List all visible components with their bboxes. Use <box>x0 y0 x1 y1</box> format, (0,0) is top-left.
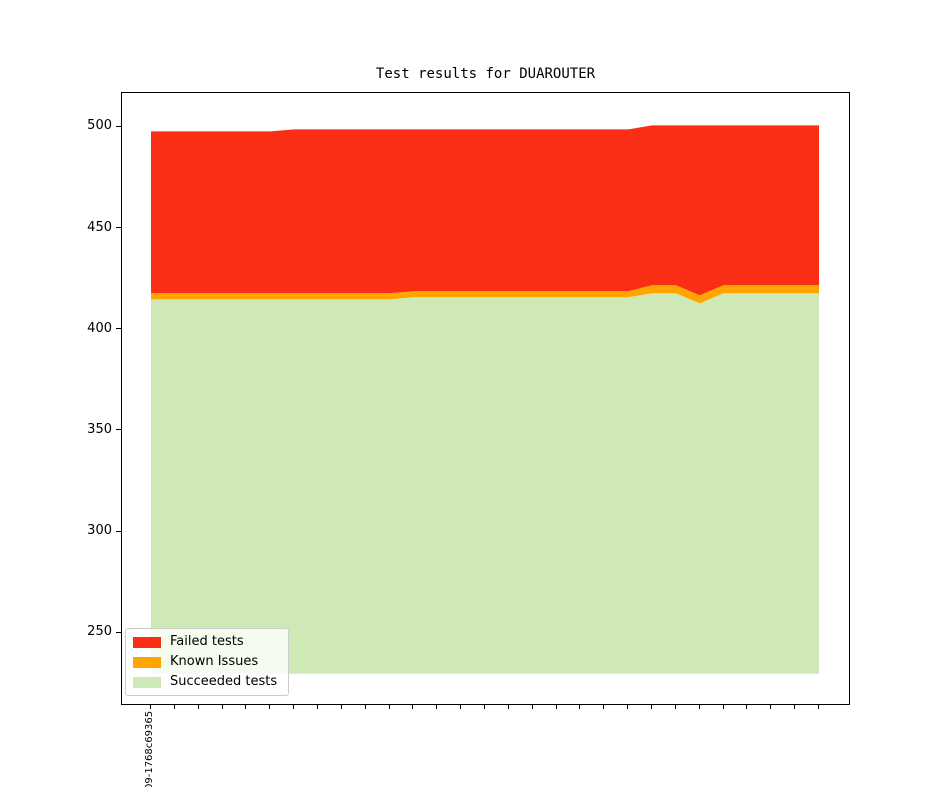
x-tick <box>555 704 557 709</box>
legend-label: Succeeded tests <box>170 674 278 689</box>
x-tick <box>173 704 175 709</box>
x-tick <box>579 704 581 709</box>
chart-title: Test results for DUAROUTER <box>375 66 596 82</box>
stacked-area-plot <box>151 125 819 674</box>
x-tick <box>698 704 700 709</box>
x-tick <box>627 704 629 709</box>
y-tick-label: 350 <box>87 421 112 437</box>
x-axis-first-tick-label: 09-1768c69365 <box>144 710 155 787</box>
x-tick <box>150 704 151 709</box>
x-tick <box>507 704 509 709</box>
legend-label: Known Issues <box>170 654 259 669</box>
x-tick <box>484 704 485 709</box>
y-tick <box>116 125 121 127</box>
x-tick <box>340 704 342 709</box>
y-tick-label: 500 <box>87 118 112 134</box>
x-tick <box>221 704 223 709</box>
x-tick <box>245 704 247 709</box>
x-tick <box>674 704 676 709</box>
known-issues-swatch <box>133 656 161 668</box>
x-tick <box>293 704 295 709</box>
x-tick <box>436 704 438 709</box>
x-tick <box>317 704 318 709</box>
y-tick <box>116 227 121 229</box>
x-tick <box>603 704 605 709</box>
plot-area: Failed tests Known Issues Succeeded test… <box>121 92 850 705</box>
x-tick <box>818 704 819 709</box>
y-tick-label: 300 <box>87 523 112 538</box>
y-tick <box>116 631 121 633</box>
x-tick <box>364 704 366 709</box>
x-tick <box>651 704 652 709</box>
succeeded-tests-swatch <box>133 676 161 688</box>
area-layer-0 <box>151 293 819 674</box>
y-tick <box>116 530 121 532</box>
x-tick <box>197 704 199 709</box>
area-layer-2 <box>151 125 819 296</box>
x-tick <box>388 704 390 709</box>
legend-item-succeeded: Succeeded tests <box>133 672 281 692</box>
x-tick <box>770 704 772 709</box>
x-tick <box>794 704 796 709</box>
x-tick <box>746 704 748 709</box>
legend-item-failed: Failed tests <box>133 632 281 652</box>
legend-label: Failed tests <box>170 634 244 649</box>
x-tick <box>269 704 271 709</box>
y-tick-label: 450 <box>87 219 112 235</box>
y-tick <box>116 429 121 431</box>
x-tick <box>460 704 462 709</box>
legend-item-known-issues: Known Issues <box>133 652 281 672</box>
x-tick <box>722 704 724 709</box>
legend: Failed tests Known Issues Succeeded test… <box>125 628 289 696</box>
area-layer-1 <box>151 285 819 304</box>
x-tick <box>531 704 533 709</box>
y-tick-label: 400 <box>87 320 112 336</box>
failed-tests-swatch <box>133 636 161 648</box>
y-tick <box>116 328 121 330</box>
y-tick-label: 250 <box>87 624 112 640</box>
x-tick <box>412 704 414 709</box>
